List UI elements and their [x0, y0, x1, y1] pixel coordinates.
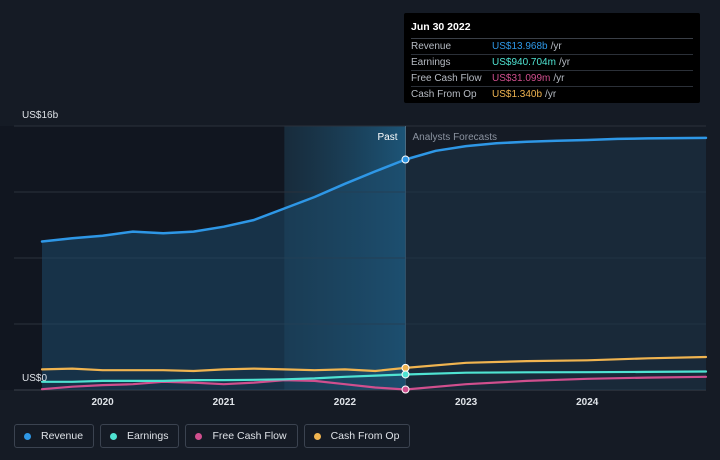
tooltip-unit: /yr — [550, 41, 562, 52]
legend-label: Cash From Op — [330, 430, 400, 442]
legend-label: Revenue — [41, 430, 84, 442]
chart: Past Analysts Forecasts 2020 2021 2022 2023 20… — [14, 125, 708, 408]
cash-from-op-line — [40, 355, 708, 373]
x-tick-label: 2024 — [576, 397, 599, 408]
tooltip-date: Jun 30 2022 — [411, 21, 693, 39]
tooltip-unit: /yr — [545, 89, 557, 100]
x-tick-label: 2023 — [455, 397, 478, 408]
hover-tooltip: Jun 30 2022 Revenue US$13.968b /yr Earni… — [404, 13, 700, 103]
tooltip-label: Free Cash Flow — [411, 73, 482, 84]
free-cash-flow-line — [40, 375, 708, 391]
tooltip-row-cash-from-op: Cash From Op US$1.340b /yr — [411, 87, 693, 102]
tooltip-row-earnings: Earnings US$940.704m /yr — [411, 55, 693, 71]
revenue-area-past — [42, 159, 406, 390]
tooltip-unit: /yr — [558, 57, 571, 68]
legend-item-earnings[interactable]: Earnings — [100, 424, 180, 448]
forecast-label: Analysts Forecasts — [413, 132, 497, 143]
revenue-area-forecast — [405, 137, 706, 390]
tooltip-label: Revenue — [411, 41, 452, 52]
tooltip-row-revenue: Revenue US$13.968b /yr — [411, 39, 693, 55]
chart-legend: Revenue Earnings Free Cash Flow Cash Fro… — [14, 424, 411, 448]
tooltip-value: US$1.340b — [492, 89, 543, 100]
free-cash-flow-dot-icon — [195, 432, 203, 440]
tooltip-label: Earnings — [411, 57, 451, 68]
legend-item-revenue[interactable]: Revenue — [14, 424, 95, 448]
tooltip-value: US$13.968b — [492, 41, 548, 52]
y-axis-top-label: US$16b — [22, 110, 59, 121]
x-tick-label: 2022 — [334, 397, 357, 408]
legend-label: Earnings — [127, 430, 169, 442]
tooltip-label: Cash From Op — [411, 89, 477, 100]
cash-from-op-dot-icon — [313, 432, 321, 440]
x-tick-label: 2021 — [213, 397, 236, 408]
tooltip-unit: /yr — [553, 73, 565, 84]
past-label: Past — [377, 132, 397, 143]
free-cash-flow-hover-point — [401, 385, 410, 394]
earnings-hover-point — [401, 370, 410, 379]
tooltip-value: US$940.704m — [492, 57, 556, 68]
revenue-line — [40, 136, 708, 243]
revenue-dot-icon — [24, 432, 31, 440]
legend-item-cash-from-op[interactable]: Cash From Op — [303, 424, 411, 448]
tooltip-row-free-cash-flow: Free Cash Flow US$31.099m /yr — [411, 71, 693, 87]
earnings-dot-icon — [110, 432, 118, 440]
tooltip-value: US$31.099m — [492, 73, 551, 84]
y-axis-bottom-label: US$0 — [22, 373, 48, 384]
revenue-hover-point — [401, 155, 410, 164]
cash-from-op-hover-point — [401, 363, 410, 372]
legend-label: Free Cash Flow — [212, 430, 287, 442]
earnings-line — [40, 370, 708, 383]
legend-item-free-cash-flow[interactable]: Free Cash Flow — [185, 424, 298, 448]
x-tick-label: 2020 — [91, 397, 114, 408]
